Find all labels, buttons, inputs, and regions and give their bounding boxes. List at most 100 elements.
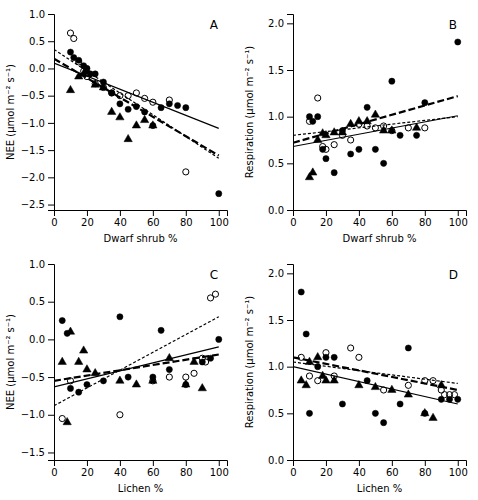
y-axis: −2.5−2.0−1.5−1.0−0.50.00.51.0: [21, 9, 55, 211]
y-axis-tick: −1.5: [21, 447, 54, 458]
point: [66, 327, 74, 334]
panel: 020406080100−2.5−2.0−1.5−1.0−0.50.00.51.…: [5, 9, 229, 244]
y-axis-tick-label: −1.0: [21, 118, 45, 129]
point: [132, 121, 140, 128]
point: [381, 420, 387, 426]
x-axis-tick: 20: [81, 460, 94, 478]
y-axis-tick: −0.5: [21, 372, 54, 383]
x-axis-tick: 40: [353, 210, 366, 228]
point: [421, 409, 429, 416]
y-axis-tick: −1.5: [21, 145, 54, 156]
y-axis-tick-label: 2.0: [268, 18, 284, 29]
x-axis-tick-label: 20: [81, 217, 94, 228]
y-axis-tick-label: −1.5: [21, 447, 45, 458]
x-axis-line: [55, 461, 228, 467]
point: [372, 146, 378, 152]
x-axis-tick-label: 60: [147, 217, 160, 228]
x-axis-tick-mark: [186, 210, 187, 216]
point: [166, 366, 172, 372]
x-axis-tick-mark: [458, 460, 459, 466]
y-axis-tick-label: −1.0: [21, 409, 45, 420]
regression-line: [293, 116, 458, 147]
y-axis-tick-label: 1.5: [268, 65, 284, 76]
y-axis-title: Respiration (μmol m⁻² s⁻¹): [244, 46, 255, 178]
y-axis-tick-label: 0.0: [268, 455, 284, 466]
x-axis-tick-label: 40: [114, 467, 127, 478]
point: [75, 357, 83, 364]
x-axis-tick: 60: [147, 210, 160, 228]
y-axis-tick: 0.0: [268, 205, 293, 216]
regression-line: [293, 117, 458, 136]
x-axis-tick: 0: [290, 210, 296, 228]
y-axis-tick-label: −2.0: [21, 172, 45, 183]
plot-area: [54, 30, 222, 197]
regression-line: [54, 49, 219, 158]
point: [331, 170, 337, 176]
panel: 0204060801000.00.51.01.52.0Lichen %Respi…: [244, 265, 468, 495]
y-axis-tick: 0.5: [29, 296, 54, 307]
y-axis-tick-label: 0.0: [268, 205, 284, 216]
regression-line: [54, 63, 219, 128]
point: [84, 382, 90, 388]
point: [149, 121, 157, 128]
x-axis-tick-mark: [425, 460, 426, 466]
x-axis-tick-label: 40: [353, 467, 366, 478]
y-axis-tick: 0.5: [268, 158, 293, 169]
y-axis-line: [48, 265, 55, 461]
x-axis-tick: 60: [386, 210, 399, 228]
x-axis-tick: 80: [419, 460, 432, 478]
plot-area: [293, 39, 461, 180]
point: [76, 389, 82, 395]
point-series: [305, 110, 420, 180]
y-axis-tick: −0.5: [21, 90, 54, 101]
panel: 0204060801000.00.51.01.52.0Dwarf shrub %…: [244, 15, 468, 245]
y-axis-tick: 0.0: [29, 63, 54, 74]
point: [397, 132, 403, 138]
point-series: [59, 314, 222, 396]
x-axis-tick-mark: [425, 210, 426, 216]
point: [422, 125, 428, 131]
y-axis-tick-label: 1.0: [29, 9, 45, 20]
x-axis-line: [55, 211, 228, 217]
point: [315, 95, 321, 101]
y-axis-tick-mark: [48, 302, 54, 303]
point-series: [306, 95, 428, 153]
plot-area: [293, 289, 461, 426]
y-axis-tick-mark: [48, 452, 54, 453]
x-axis-tick: 60: [386, 460, 399, 478]
panel-label: B: [449, 18, 457, 32]
point-series: [298, 345, 457, 398]
x-axis-title: Lichen %: [118, 483, 163, 494]
point: [183, 105, 189, 111]
x-axis-tick: 20: [320, 210, 333, 228]
y-axis-tick-mark: [48, 205, 54, 206]
y-axis-tick-mark: [48, 68, 54, 69]
y-axis-tick-label: 0.5: [268, 408, 284, 419]
point: [306, 118, 312, 124]
y-axis-tick: −2.0: [21, 172, 54, 183]
point: [322, 376, 330, 383]
x-axis-tick-mark: [153, 460, 154, 466]
x-axis-tick: 100: [449, 460, 468, 478]
y-axis: 0.00.51.01.52.0: [268, 15, 293, 216]
y-axis-tick-mark: [287, 367, 293, 368]
point: [356, 146, 362, 152]
x-axis-tick-mark: [392, 460, 393, 466]
y-axis-tick: 2.0: [268, 268, 293, 279]
point: [83, 365, 91, 372]
x-axis-tick-mark: [87, 460, 88, 466]
y-axis-tick-mark: [48, 14, 54, 15]
point: [216, 191, 222, 197]
x-axis-tick: 40: [353, 460, 366, 478]
y-axis-tick-mark: [48, 177, 54, 178]
point: [125, 106, 131, 112]
x-axis-tick-label: 0: [51, 467, 57, 478]
x-axis-tick-label: 80: [419, 467, 432, 478]
x-axis-line: [294, 461, 467, 467]
regression-line: [54, 354, 219, 380]
point: [323, 146, 329, 152]
y-axis-title: NEE (μmol m⁻² s⁻¹): [5, 64, 16, 160]
y-axis-tick: 0.0: [268, 455, 293, 466]
point: [302, 381, 310, 388]
y-axis-tick: −1.0: [21, 118, 54, 129]
